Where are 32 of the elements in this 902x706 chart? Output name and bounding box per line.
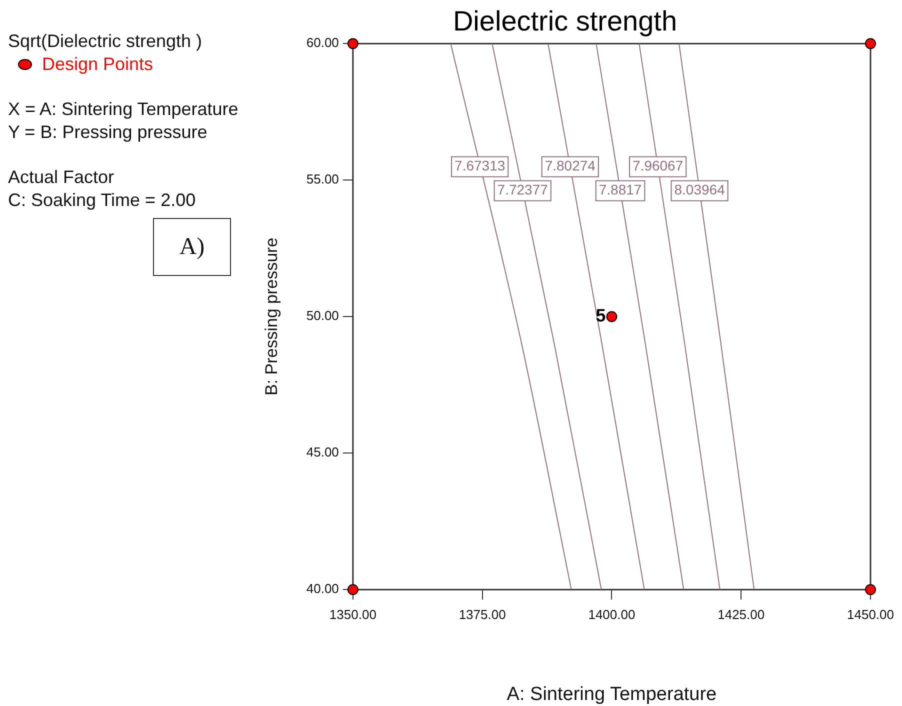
y-tick-label: 60.00 <box>306 35 339 50</box>
text: X = A: Sintering Temperature <box>8 98 238 121</box>
y-axis-title: B: Pressing pressure <box>262 238 281 396</box>
legend-title: Sqrt(Dielectric strength ) <box>8 30 204 53</box>
y-tick-label: 40.00 <box>306 581 339 596</box>
point <box>865 38 876 50</box>
y-tick-label: 55.00 <box>306 172 339 187</box>
x-tick-label: 1350.00 <box>329 606 376 622</box>
y-tick-label: 45.00 <box>306 444 339 460</box>
point <box>606 311 618 322</box>
text: Y = B: Pressing pressure <box>8 121 208 144</box>
x-tick-label: 1400.00 <box>588 606 636 622</box>
series-label: 7.80274 <box>544 158 596 174</box>
y-tick-label: 50.00 <box>306 308 339 324</box>
legend-label: Design Points <box>42 53 154 76</box>
series-label: 7.72377 <box>497 182 548 198</box>
text: A) <box>153 218 231 276</box>
point <box>347 584 358 596</box>
x-tick-label: 1450.00 <box>847 606 894 622</box>
series-label: 7.67313 <box>454 158 506 174</box>
series-label: 7.8817 <box>598 182 642 198</box>
series-label: 7.96067 <box>632 158 684 174</box>
x-tick-label: 1425.00 <box>718 606 765 622</box>
point <box>865 584 876 596</box>
x-tick-label: 1375.00 <box>458 606 506 622</box>
annotation: 5 <box>596 306 606 326</box>
text: Actual Factor <box>8 166 116 189</box>
legend-label: 8.03964 <box>674 182 726 198</box>
point <box>347 38 358 50</box>
chart-title: Dielectric strength <box>452 6 678 37</box>
x-axis-title: A: Sintering Temperature <box>506 684 717 705</box>
text: C: Soaking Time = 2.00 <box>8 189 197 212</box>
